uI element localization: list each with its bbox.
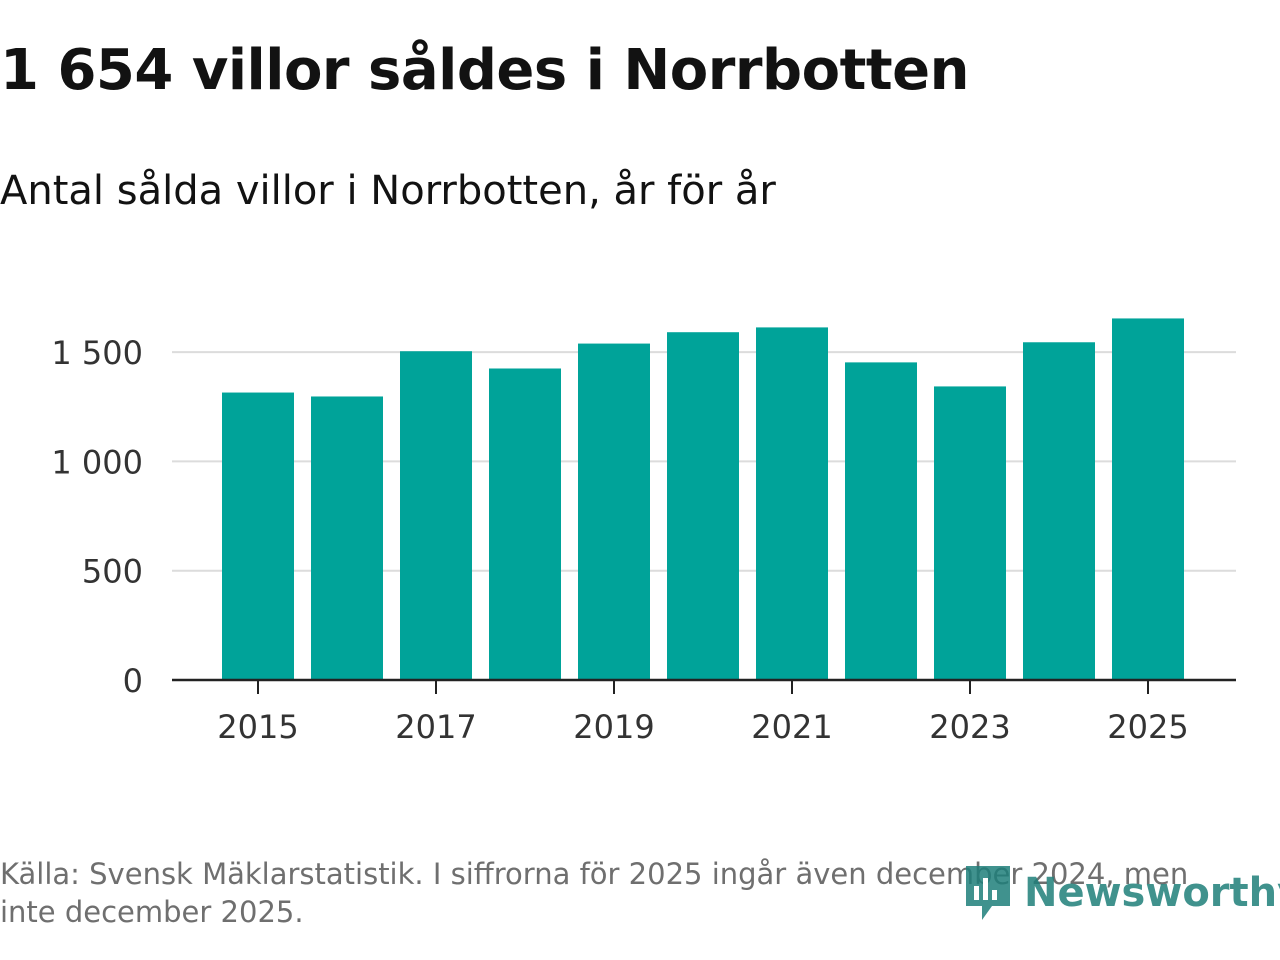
y-tick-label: 0 <box>123 662 143 700</box>
y-tick-label: 1 500 <box>51 334 143 372</box>
x-tick-label: 2017 <box>395 708 476 746</box>
x-tick-label: 2023 <box>929 708 1010 746</box>
chart-title: 1 654 villor såldes i Norrbotten <box>0 38 969 103</box>
bar-2015 <box>222 392 294 680</box>
bar-2023 <box>934 386 1006 680</box>
y-tick-label: 1 000 <box>51 443 143 481</box>
y-tick-label: 500 <box>82 553 143 591</box>
bar-2019 <box>578 343 650 680</box>
x-tick-label: 2021 <box>751 708 832 746</box>
bar-2017 <box>400 351 472 680</box>
chart-subtitle: Antal sålda villor i Norrbotten, år för … <box>0 168 776 214</box>
bar-2018 <box>489 368 561 680</box>
bar-2020 <box>667 332 739 680</box>
bar-2025 <box>1112 318 1184 680</box>
bar-2021 <box>756 327 828 680</box>
bar-2022 <box>845 362 917 680</box>
x-tick-label: 2025 <box>1107 708 1188 746</box>
bar-2016 <box>311 396 383 680</box>
x-tick-label: 2019 <box>573 708 654 746</box>
brand-name: Newsworthy <box>1024 870 1280 916</box>
bar-2024 <box>1023 342 1095 680</box>
x-tick-label: 2015 <box>217 708 298 746</box>
brand-logo: Newsworthy <box>962 862 1280 924</box>
bar-chart: 0 500 1 000 1 500 2015 2017 2019 2021 2023 2025 <box>51 318 1236 746</box>
newsworthy-logo-icon <box>966 866 1010 920</box>
